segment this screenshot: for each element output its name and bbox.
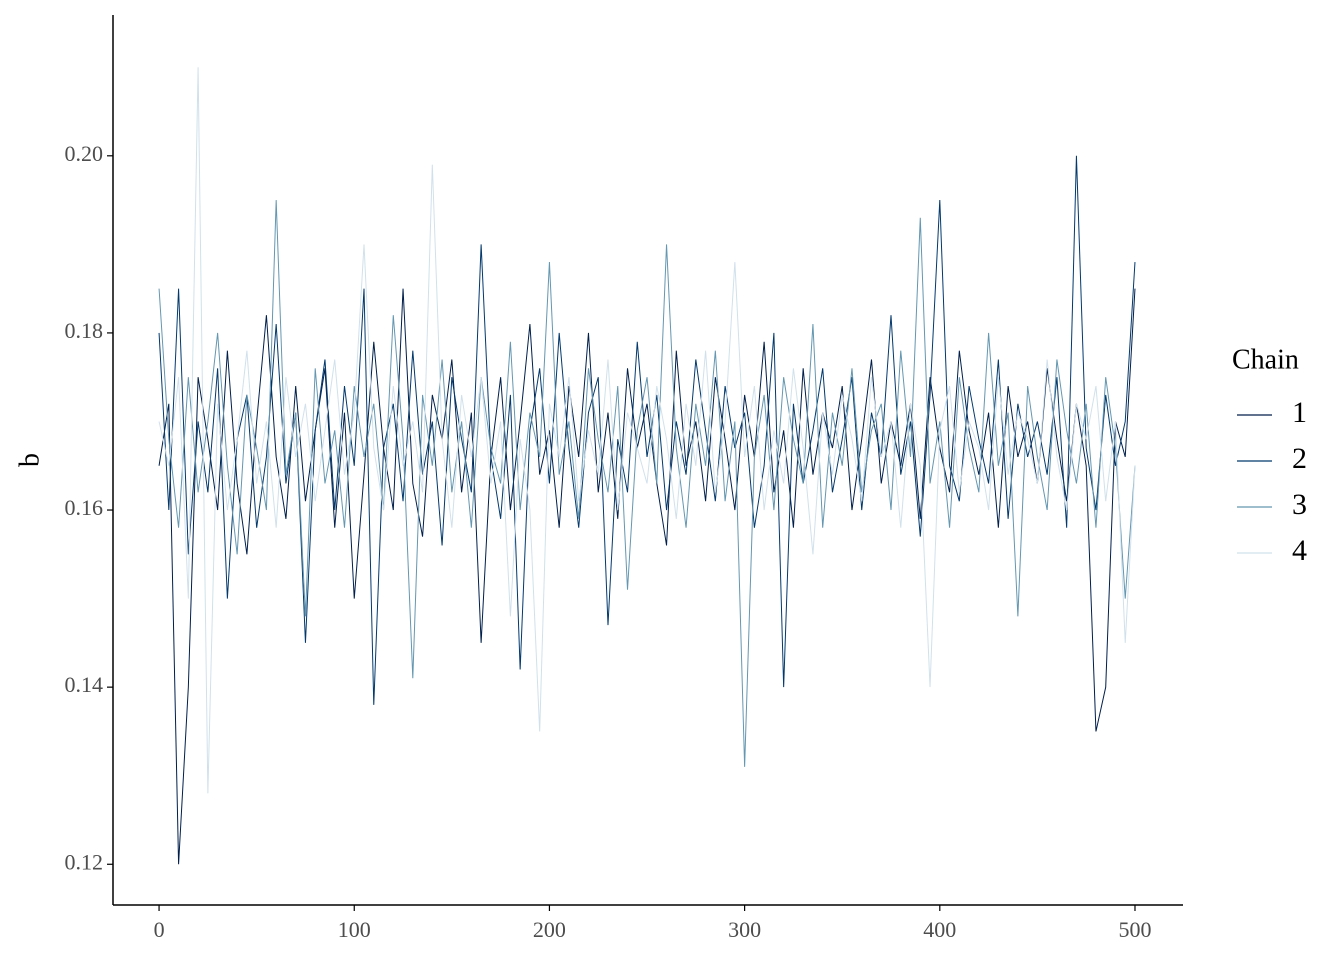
- y-tick-label: 0.20: [65, 141, 104, 166]
- trace-line: [158, 288, 1136, 865]
- legend-label: 3: [1292, 488, 1307, 521]
- y-tick-label: 0.18: [65, 318, 104, 343]
- y-tick-label: 0.14: [65, 672, 104, 697]
- x-tick-label: 400: [923, 917, 956, 942]
- legend-label: 4: [1292, 534, 1307, 567]
- x-tick-label: 200: [533, 917, 566, 942]
- legend-label: 1: [1292, 396, 1307, 429]
- x-tick-label: 100: [338, 917, 371, 942]
- y-tick-label: 0.12: [65, 849, 104, 874]
- x-tick-label: 300: [728, 917, 761, 942]
- trace-line: [158, 200, 1136, 767]
- trace-line: [158, 67, 1136, 794]
- x-tick-label: 0: [154, 917, 165, 942]
- y-tick-label: 0.16: [65, 495, 104, 520]
- x-tick-label: 500: [1118, 917, 1151, 942]
- legend-title: Chain: [1232, 344, 1299, 375]
- trace-line: [158, 155, 1136, 705]
- legend-label: 2: [1292, 442, 1307, 475]
- y-axis-label: b: [14, 453, 45, 467]
